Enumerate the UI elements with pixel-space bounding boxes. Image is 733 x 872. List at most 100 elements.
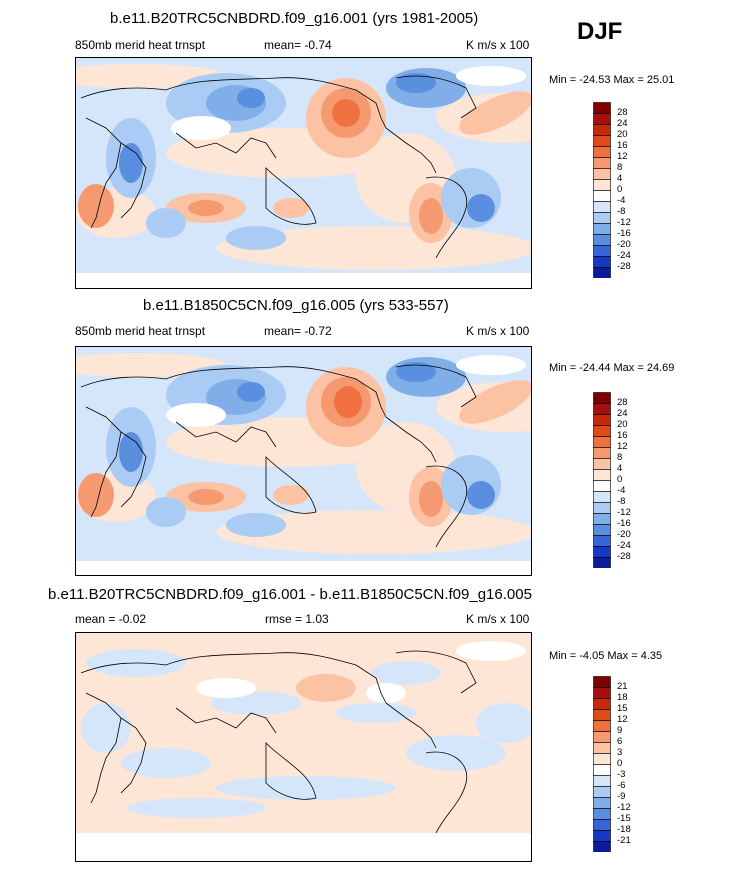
colorbar-cell [593, 469, 611, 481]
colorbar-cell [593, 535, 611, 547]
colorbar-cell [593, 168, 611, 180]
colorbar-cell [593, 491, 611, 503]
colorbar-tick-label: 12 [617, 441, 628, 452]
colorbar-cell [593, 403, 611, 415]
colorbar-cell [593, 102, 611, 114]
colorbar-tick-label: -12 [617, 802, 631, 813]
colorbar-tick-label: 16 [617, 430, 628, 441]
colorbar-tick-label: -20 [617, 239, 631, 250]
colorbar-cell [593, 436, 611, 448]
panel-3-rmse-label: rmse = 1.03 [265, 612, 329, 626]
colorbar-tick-label: -16 [617, 228, 631, 239]
colorbar-tick-label: 4 [617, 173, 623, 184]
colorbar-tick-label: 12 [617, 151, 628, 162]
colorbar-cell [593, 190, 611, 202]
colorbar-tick-label: -16 [617, 518, 631, 529]
panel-1-map [75, 57, 532, 289]
colorbar-cell [593, 731, 611, 743]
colorbar-cell [593, 841, 611, 853]
colorbar-cell [593, 502, 611, 514]
colorbar-cell [593, 786, 611, 798]
panel-1-left-label: 850mb merid heat trnspt [75, 38, 206, 52]
colorbar-cell [593, 557, 611, 569]
colorbar-cell [593, 414, 611, 426]
colorbar-cell [593, 234, 611, 246]
colorbar-cell [593, 775, 611, 787]
colorbar-cell [593, 201, 611, 213]
colorbar-tick-label: 16 [617, 140, 628, 151]
panel-3-colorbar-svg [593, 676, 611, 853]
colorbar-tick-label: 28 [617, 107, 628, 118]
colorbar-cell [593, 157, 611, 169]
colorbar-cell [593, 245, 611, 257]
panel-3-title: b.e11.B20TRC5CNBDRD.f09_g16.001 - b.e11.… [48, 586, 532, 603]
colorbar-cell [593, 513, 611, 525]
colorbar-tick-label: -21 [617, 835, 631, 846]
panel-3-units-label: K m/s x 100 [466, 612, 530, 626]
colorbar-cell [593, 480, 611, 492]
panel-3-mean-label: mean = -0.02 [75, 612, 147, 626]
colorbar-tick-label: 6 [617, 736, 623, 747]
colorbar-tick-label: 24 [617, 408, 628, 419]
colorbar-tick-label: -9 [617, 791, 626, 802]
colorbar-tick-label: -24 [617, 540, 631, 551]
colorbar-cell [593, 808, 611, 820]
colorbar-tick-label: -12 [617, 217, 631, 228]
colorbar-cell [593, 753, 611, 765]
panel-3-map-svg [76, 633, 531, 861]
colorbar-tick-label: 3 [617, 747, 623, 758]
colorbar-tick-label: -6 [617, 780, 626, 791]
colorbar-cell [593, 223, 611, 235]
colorbar-cell [593, 146, 611, 158]
colorbar-cell [593, 676, 611, 688]
colorbar-cell [593, 709, 611, 721]
colorbar-tick-label: -3 [617, 769, 626, 780]
colorbar-cell [593, 135, 611, 147]
panel-2-colorbar [593, 392, 611, 569]
colorbar-cell [593, 458, 611, 470]
colorbar-cell [593, 742, 611, 754]
colorbar-cell [593, 425, 611, 437]
colorbar-tick-label: 18 [617, 692, 628, 703]
colorbar-tick-label: 0 [617, 758, 623, 769]
colorbar-cell [593, 546, 611, 558]
colorbar-tick-label: -28 [617, 551, 631, 562]
colorbar-cell [593, 797, 611, 809]
colorbar-tick-label: 0 [617, 184, 623, 195]
panel-1-title: b.e11.B20TRC5CNBDRD.f09_g16.001 (yrs 198… [110, 10, 479, 27]
panel-2-units-label: K m/s x 100 [466, 324, 530, 338]
colorbar-tick-label: 28 [617, 397, 628, 408]
colorbar-tick-label: 15 [617, 703, 628, 714]
panel-1-colorbar [593, 102, 611, 279]
colorbar-cell [593, 124, 611, 136]
colorbar-cell [593, 392, 611, 404]
panel-2-title: b.e11.B1850C5CN.f09_g16.005 (yrs 533-557… [143, 297, 449, 314]
colorbar-tick-label: -18 [617, 824, 631, 835]
colorbar-tick-label: 20 [617, 419, 628, 430]
colorbar-cell [593, 179, 611, 191]
colorbar-tick-label: -24 [617, 250, 631, 261]
colorbar-cell [593, 720, 611, 732]
colorbar-cell [593, 764, 611, 776]
colorbar-tick-label: 9 [617, 725, 623, 736]
colorbar-tick-label: -12 [617, 507, 631, 518]
panel-1-minmax: Min = -24.53 Max = 25.01 [549, 74, 675, 86]
colorbar-cell [593, 830, 611, 842]
colorbar-cell [593, 698, 611, 710]
panel-3-colorbar [593, 676, 611, 853]
colorbar-cell [593, 819, 611, 831]
panel-1-colorbar-svg [593, 102, 611, 279]
colorbar-tick-label: 24 [617, 118, 628, 129]
panel-1-units-label: K m/s x 100 [466, 38, 530, 52]
colorbar-cell [593, 212, 611, 224]
colorbar-tick-label: -8 [617, 206, 626, 217]
colorbar-cell [593, 687, 611, 699]
colorbar-tick-label: 8 [617, 452, 623, 463]
colorbar-cell [593, 267, 611, 279]
colorbar-tick-label: 21 [617, 681, 628, 692]
panel-1-map-svg [76, 58, 531, 288]
colorbar-tick-label: -28 [617, 261, 631, 272]
panel-3-minmax: Min = -4.05 Max = 4.35 [549, 650, 663, 662]
colorbar-tick-label: 20 [617, 129, 628, 140]
colorbar-tick-label: 12 [617, 714, 628, 725]
